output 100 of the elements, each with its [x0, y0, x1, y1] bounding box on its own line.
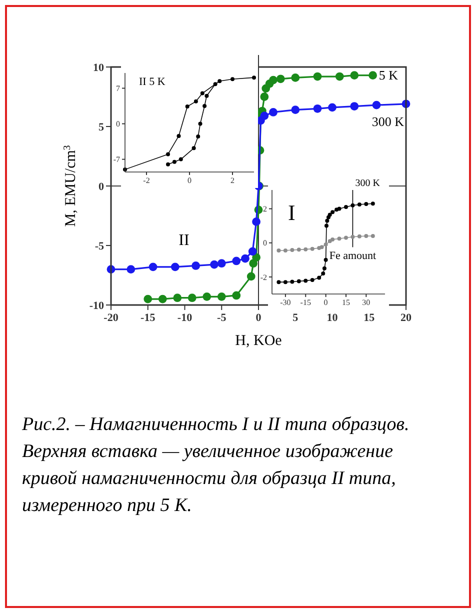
point — [198, 122, 202, 126]
x-tick-label: 2 — [230, 176, 234, 185]
point — [158, 294, 167, 304]
chart-title: II 5 K — [139, 76, 166, 88]
y-tick-label: 0 — [116, 120, 120, 129]
y-tick-label: 7 — [116, 84, 120, 94]
point — [337, 236, 342, 241]
point — [188, 294, 196, 302]
point — [200, 91, 204, 96]
point — [252, 76, 256, 80]
point — [232, 291, 241, 300]
point — [166, 162, 170, 166]
point — [328, 103, 336, 112]
point — [320, 245, 324, 250]
point — [290, 280, 294, 284]
y-tick-label: 2 — [263, 204, 267, 214]
point — [325, 218, 330, 223]
point — [357, 234, 362, 238]
point — [283, 248, 288, 253]
point — [317, 276, 322, 280]
point — [232, 256, 241, 266]
x-tick-label: -15 — [140, 312, 156, 324]
x-tick-label: 15 — [364, 312, 376, 324]
chart-title: 300 K — [355, 178, 381, 189]
x-tick-label: 0 — [324, 298, 328, 307]
x-tick-label: 15 — [342, 298, 350, 307]
point — [144, 294, 152, 304]
x-tick-label: -30 — [280, 298, 291, 307]
point — [173, 294, 182, 302]
x-tick-label: -2 — [143, 176, 150, 185]
y-tick-label: -7 — [113, 155, 120, 164]
ref-line-label: Fe amount — [329, 250, 376, 262]
point — [337, 206, 342, 211]
point — [372, 100, 381, 110]
point — [218, 79, 222, 84]
point — [276, 74, 285, 84]
point — [291, 106, 300, 114]
x-axis-title: H, KOe — [235, 333, 282, 349]
point — [217, 259, 226, 268]
point — [260, 92, 269, 101]
point — [217, 292, 226, 301]
x-tick-label: 5 — [292, 312, 299, 324]
point — [166, 152, 170, 156]
point — [246, 272, 256, 281]
point — [321, 272, 326, 276]
point — [276, 248, 281, 253]
point — [172, 160, 176, 164]
x-tick-label: 0 — [188, 176, 192, 185]
point — [196, 134, 200, 138]
point — [276, 280, 281, 284]
point — [202, 104, 207, 108]
point — [324, 242, 328, 247]
point — [350, 203, 355, 208]
point — [252, 218, 260, 226]
y-tick-label: 0 — [263, 238, 267, 248]
point — [260, 112, 269, 120]
x-tick-label: 20 — [400, 312, 412, 324]
point — [304, 247, 308, 252]
point — [324, 258, 328, 262]
x-tick-label: 10 — [326, 312, 338, 324]
series-label: 300 K — [372, 114, 405, 129]
point — [269, 108, 278, 116]
point — [364, 202, 368, 206]
point — [344, 236, 348, 240]
point — [357, 202, 362, 206]
point — [210, 260, 218, 269]
point — [170, 262, 180, 272]
x-tick-label: -10 — [177, 312, 193, 324]
point — [370, 202, 375, 206]
point — [252, 253, 260, 262]
point — [310, 278, 314, 282]
point — [296, 279, 301, 284]
point — [192, 146, 196, 150]
point — [269, 76, 278, 84]
point — [313, 104, 322, 113]
y-tick-label: -2 — [260, 272, 267, 282]
x-tick-label: -15 — [300, 298, 311, 307]
x-tick-label: -5 — [217, 312, 227, 324]
point — [368, 71, 378, 80]
point — [344, 205, 348, 210]
point — [313, 72, 322, 81]
annotation: II — [178, 232, 190, 249]
point — [230, 77, 234, 82]
point — [328, 212, 332, 217]
point — [291, 74, 300, 82]
series-label: 5 K — [378, 67, 399, 82]
point — [335, 72, 344, 81]
point — [126, 265, 136, 274]
point — [290, 248, 294, 252]
point — [213, 82, 218, 86]
y-tick-label: 5 — [98, 121, 104, 134]
point — [194, 99, 198, 104]
point — [304, 278, 308, 283]
point — [241, 254, 250, 263]
point — [283, 280, 288, 284]
point — [350, 71, 359, 80]
point — [185, 104, 190, 109]
x-tick-label: 30 — [362, 298, 370, 307]
point — [176, 134, 181, 138]
point — [364, 234, 368, 238]
